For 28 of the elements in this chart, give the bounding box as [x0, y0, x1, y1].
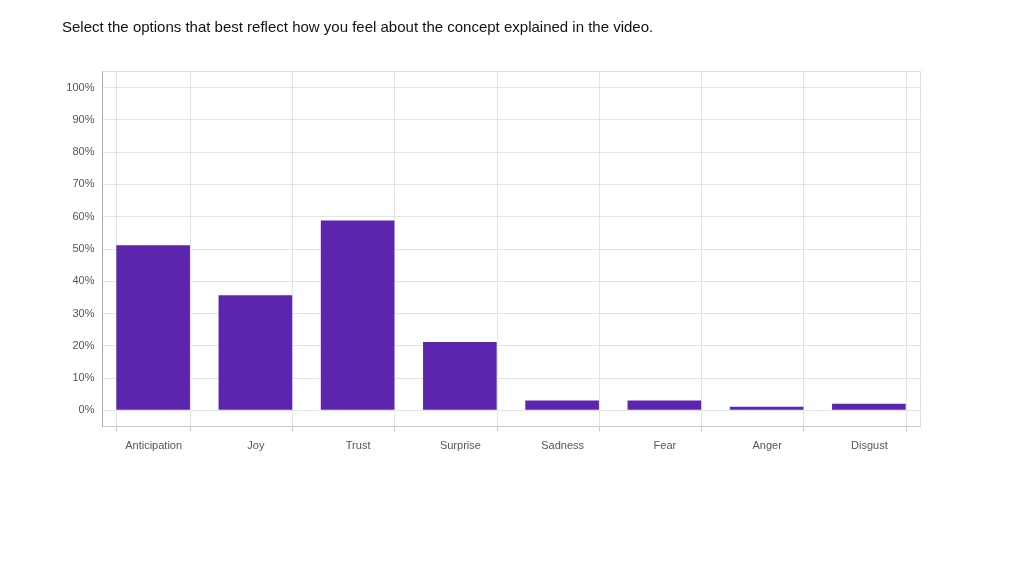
y-tick-label: 0%	[78, 403, 95, 416]
bar	[627, 400, 702, 410]
y-tick-label: 100%	[66, 80, 95, 93]
y-tick-label: 60%	[72, 209, 95, 222]
x-tick-label: Anticipation	[125, 438, 183, 451]
y-tick-label: 30%	[72, 306, 95, 319]
x-tick-label: Disgust	[851, 438, 888, 451]
x-tick-label: Joy	[247, 438, 265, 451]
x-tick-label: Surprise	[439, 438, 481, 451]
y-tick-label: 90%	[72, 112, 95, 125]
y-tick-label: 70%	[72, 177, 95, 190]
x-tick-label: Trust	[345, 438, 371, 451]
bar	[525, 400, 599, 410]
y-tick-label: 50%	[72, 242, 95, 254]
bar	[320, 220, 395, 410]
bar	[832, 403, 906, 410]
y-tick-label: 80%	[72, 145, 95, 158]
y-tick-label: 20%	[72, 338, 95, 351]
bar	[116, 245, 190, 410]
x-tick-label: Fear	[653, 438, 677, 451]
x-tick-label: Sadness	[541, 438, 585, 451]
bar	[218, 295, 293, 410]
bar	[729, 406, 804, 410]
chart-title: Select the options that best reflect how you feel about the concept explained in the video.	[62, 18, 654, 35]
bar	[423, 342, 497, 410]
x-tick-label: Anger	[752, 438, 783, 451]
y-tick-label: 10%	[72, 371, 95, 384]
y-tick-label: 40%	[72, 274, 95, 287]
